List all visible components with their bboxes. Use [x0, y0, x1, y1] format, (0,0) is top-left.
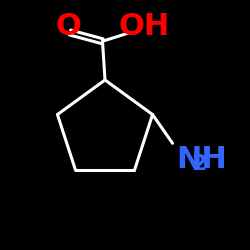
Text: O: O	[56, 12, 82, 41]
Text: 2: 2	[191, 154, 207, 174]
Text: OH: OH	[118, 12, 170, 41]
Text: NH: NH	[176, 145, 227, 174]
